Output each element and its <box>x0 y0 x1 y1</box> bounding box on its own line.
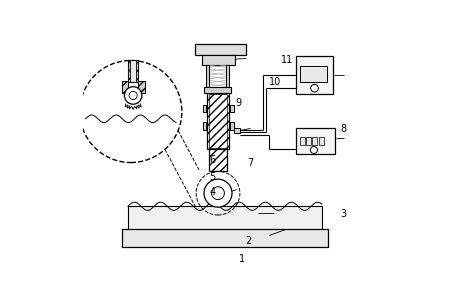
Bar <box>230 105 234 113</box>
Bar <box>138 81 145 93</box>
Circle shape <box>129 91 137 100</box>
Text: 11: 11 <box>281 55 293 65</box>
Bar <box>203 105 207 113</box>
Circle shape <box>212 187 224 200</box>
Bar <box>207 65 228 88</box>
Bar <box>204 87 231 93</box>
Text: 6: 6 <box>209 155 216 165</box>
Bar <box>206 65 209 88</box>
Circle shape <box>310 146 318 154</box>
Bar <box>296 56 334 94</box>
Bar <box>203 122 207 130</box>
Circle shape <box>204 179 232 207</box>
Bar <box>195 44 246 54</box>
Text: 3: 3 <box>340 209 347 219</box>
Bar <box>128 60 138 82</box>
Bar <box>312 137 317 145</box>
Bar <box>227 65 229 88</box>
Bar <box>128 206 322 230</box>
Text: 4: 4 <box>209 187 216 197</box>
Bar <box>306 137 311 145</box>
Text: 5: 5 <box>209 172 216 182</box>
Bar <box>136 60 138 82</box>
Bar <box>234 127 240 133</box>
Bar <box>128 60 130 82</box>
Circle shape <box>311 84 319 92</box>
Bar <box>230 122 234 130</box>
Text: 7: 7 <box>247 158 254 168</box>
Text: 1: 1 <box>239 254 245 264</box>
Bar <box>122 229 328 247</box>
Bar <box>209 149 227 171</box>
Text: 10: 10 <box>269 77 281 87</box>
Bar <box>319 137 324 145</box>
Bar <box>122 81 128 93</box>
Bar <box>296 127 335 154</box>
Text: 8: 8 <box>340 124 347 134</box>
Circle shape <box>124 87 142 104</box>
Text: 2: 2 <box>245 236 251 246</box>
Bar <box>300 66 327 82</box>
Bar <box>202 54 235 65</box>
Bar <box>209 94 227 148</box>
Bar <box>300 137 305 145</box>
Text: 9: 9 <box>236 98 242 108</box>
Circle shape <box>80 60 182 163</box>
Bar <box>207 93 229 149</box>
